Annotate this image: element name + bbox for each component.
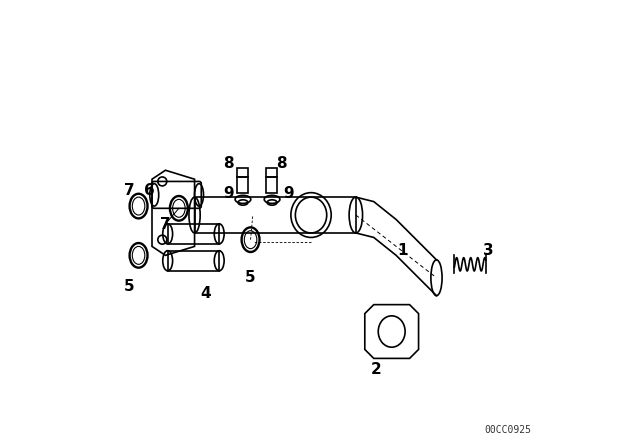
Text: 6: 6	[145, 183, 155, 198]
Text: 2: 2	[371, 362, 381, 377]
Text: 8: 8	[276, 156, 287, 171]
Text: 1: 1	[397, 243, 408, 258]
Text: 5: 5	[124, 279, 135, 294]
Text: 9: 9	[223, 186, 234, 201]
Text: 7: 7	[160, 216, 171, 232]
Bar	[237, 177, 248, 193]
Bar	[237, 168, 248, 177]
Text: 3: 3	[483, 243, 493, 258]
Text: 7: 7	[124, 183, 135, 198]
Bar	[168, 251, 219, 271]
Text: 5: 5	[245, 270, 256, 285]
Text: 00CC0925: 00CC0925	[484, 425, 532, 435]
Text: 4: 4	[200, 286, 211, 301]
Text: 9: 9	[284, 186, 294, 201]
Text: 8: 8	[223, 156, 234, 171]
Bar	[168, 224, 219, 244]
Bar	[266, 168, 278, 177]
Bar	[266, 177, 278, 193]
